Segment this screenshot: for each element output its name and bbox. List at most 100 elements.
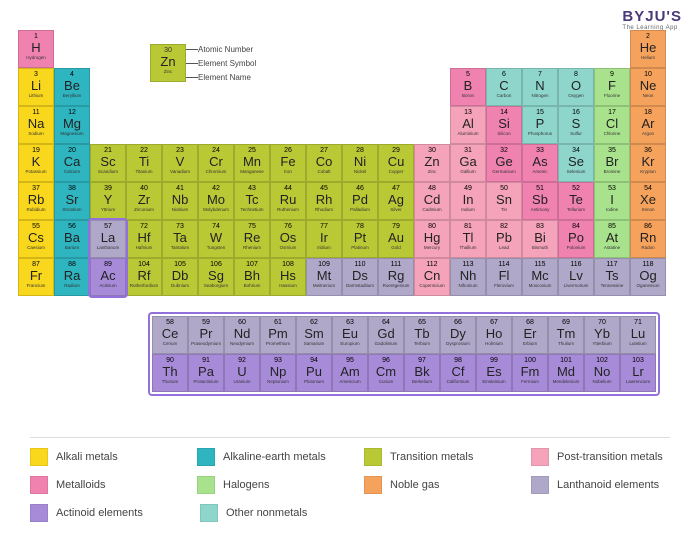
la-ac-border <box>88 218 128 298</box>
element-name: Lithium <box>19 93 53 99</box>
legend-label: Noble gas <box>390 479 440 491</box>
element-name: Radium <box>55 283 89 289</box>
element-name: Bohrium <box>235 283 269 289</box>
element-symbol: Pb <box>487 231 521 245</box>
element-Am: 95AmAmericium <box>332 354 368 392</box>
element-name: Plutonium <box>297 379 331 385</box>
element-Rb: 37RbRubidium <box>18 182 54 220</box>
element-name: Iridium <box>307 245 341 251</box>
element-Ru: 44RuRuthenium <box>270 182 306 220</box>
element-symbol: Fr <box>19 269 53 283</box>
element-symbol: Cm <box>369 365 403 379</box>
element-Tm: 69TmThulium <box>548 316 584 354</box>
element-symbol: Rb <box>19 193 53 207</box>
element-symbol: Au <box>379 231 413 245</box>
element-name: Polonium <box>559 245 593 251</box>
element-symbol: Rn <box>631 231 665 245</box>
element-name: Flerovium <box>487 283 521 289</box>
element-name: Indium <box>451 207 485 213</box>
element-Mn: 25MnManganese <box>234 144 270 182</box>
element-symbol: W <box>199 231 233 245</box>
element-Ir: 77IrIridium <box>306 220 342 258</box>
element-symbol: Pd <box>343 193 377 207</box>
element-name: Iodine <box>595 207 629 213</box>
element-symbol: Db <box>163 269 197 283</box>
element-name: Germanium <box>487 169 521 175</box>
element-name: Palladium <box>343 207 377 213</box>
element-Po: 84PoPolonium <box>558 220 594 258</box>
element-Dy: 66DyDysprosium <box>440 316 476 354</box>
element-name: Europium <box>333 341 367 347</box>
legend-alkaline: Alkaline-earth metals <box>197 448 336 466</box>
element-name: Scandium <box>91 169 125 175</box>
element-Sr: 38SrStrontium <box>54 182 90 220</box>
element-name: Lead <box>487 245 521 251</box>
key-label-sym: Element Symbol <box>198 59 256 68</box>
element-Cr: 24CrChromium <box>198 144 234 182</box>
element-symbol: Ni <box>343 155 377 169</box>
element-symbol: Y <box>91 193 125 207</box>
element-Bi: 83BiBismuth <box>522 220 558 258</box>
element-Hs: 108HsHassium <box>270 258 306 296</box>
element-In: 49InIndium <box>450 182 486 220</box>
element-Cn: 112CnCopernicium <box>414 258 450 296</box>
element-symbol: B <box>451 79 485 93</box>
element-name: Neptunium <box>261 379 295 385</box>
element-name: Thorium <box>153 379 187 385</box>
legend-label: Other nonmetals <box>226 507 307 519</box>
element-Cl: 17ClChlorine <box>594 106 630 144</box>
element-Fe: 26FeIron <box>270 144 306 182</box>
element-name: Gallium <box>451 169 485 175</box>
element-name: Erbium <box>513 341 547 347</box>
element-Rf: 104RfRutherfordium <box>126 258 162 296</box>
element-name: Osmium <box>271 245 305 251</box>
element-Os: 76OsOsmium <box>270 220 306 258</box>
element-name: Neodymium <box>225 341 259 347</box>
element-Au: 79AuGold <box>378 220 414 258</box>
element-symbol: Bi <box>523 231 557 245</box>
element-symbol: In <box>451 193 485 207</box>
element-name: Cobalt <box>307 169 341 175</box>
element-name: Dubnium <box>163 283 197 289</box>
element-Fr: 87FrFrancium <box>18 258 54 296</box>
element-Br: 35BrBromine <box>594 144 630 182</box>
element-name: Meitnerium <box>307 283 341 289</box>
element-name: Potassium <box>19 169 53 175</box>
element-name: Astatine <box>595 245 629 251</box>
key-label-nm: Element Name <box>198 73 251 82</box>
element-symbol: Mg <box>55 117 89 131</box>
element-Mc: 115McMoscovium <box>522 258 558 296</box>
element-Mo: 42MoMolybdenum <box>198 182 234 220</box>
element-name: Vanadium <box>163 169 197 175</box>
swatch-icon <box>30 476 48 494</box>
legend-label: Alkaline-earth metals <box>223 451 326 463</box>
element-name: Tennessine <box>595 283 629 289</box>
element-symbol: Si <box>487 117 521 131</box>
element-name: Tin <box>487 207 521 213</box>
element-symbol: Zr <box>127 193 161 207</box>
element-name: Hassium <box>271 283 305 289</box>
element-symbol: Ce <box>153 327 187 341</box>
element-symbol: Hs <box>271 269 305 283</box>
element-name: Curium <box>369 379 403 385</box>
element-Zr: 40ZrZirconium <box>126 182 162 220</box>
element-key: 30 Zn Zinc Atomic Number Element Symbol … <box>150 44 186 82</box>
element-Gd: 64GdGadolinium <box>368 316 404 354</box>
element-Ds: 110DsDarmstadtium <box>342 258 378 296</box>
element-symbol: Cn <box>415 269 449 283</box>
element-symbol: H <box>19 41 53 55</box>
element-Rn: 86RnRadon <box>630 220 666 258</box>
element-name: Praseodymium <box>189 341 223 347</box>
element-symbol: Tb <box>405 327 439 341</box>
element-name: Francium <box>19 283 53 289</box>
element-Lu: 71LuLutetium <box>620 316 656 354</box>
element-symbol: S <box>559 117 593 131</box>
element-name: Gadolinium <box>369 341 403 347</box>
element-symbol: V <box>163 155 197 169</box>
element-name: Radon <box>631 245 665 251</box>
legend-label: Lanthanoid elements <box>557 479 659 491</box>
element-symbol: Pr <box>189 327 223 341</box>
element-Ba: 56BaBarium <box>54 220 90 258</box>
element-symbol: Ar <box>631 117 665 131</box>
element-name: Magnesium <box>55 131 89 137</box>
